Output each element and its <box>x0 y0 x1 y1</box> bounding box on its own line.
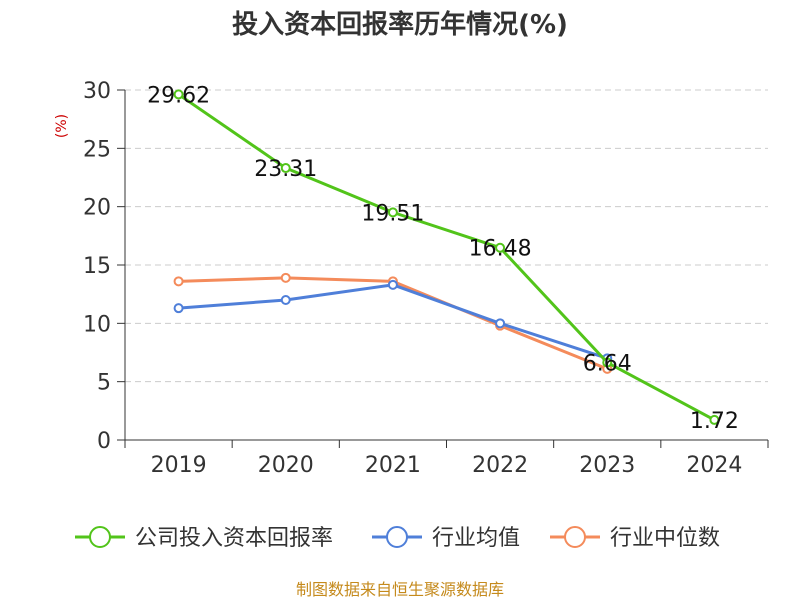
y-tick-label: 20 <box>83 196 111 221</box>
x-tick-label: 2021 <box>365 453 421 478</box>
axes: 0 5 10 15 20 25 30 2019 2020 2021 2022 2023 2024 <box>83 79 769 478</box>
data-labels: 29.62 23.31 19.51 16.48 6.64 1.72 <box>147 83 739 434</box>
legend-item[interactable]: 行业均值 <box>372 526 520 551</box>
legend-label: 行业中位数 <box>610 526 720 551</box>
source-note: 制图数据来自恒生聚源数据库 <box>296 580 504 599</box>
data-label: 1.72 <box>690 409 739 434</box>
data-label: 23.31 <box>254 157 317 182</box>
x-tick-label: 2019 <box>151 453 207 478</box>
grid <box>125 89 768 383</box>
legend-item[interactable]: 行业中位数 <box>550 526 720 551</box>
y-tick-label: 10 <box>83 312 111 337</box>
data-label: 6.64 <box>583 352 632 377</box>
data-point <box>495 318 506 329</box>
y-tick-label: 5 <box>97 371 111 396</box>
x-tick-label: 2023 <box>579 453 635 478</box>
data-point <box>173 276 184 287</box>
data-point <box>709 414 720 425</box>
series-line <box>178 283 608 360</box>
legend-swatch-marker <box>564 526 586 548</box>
data-label: 29.62 <box>147 83 210 108</box>
legend[interactable]: 公司投入资本回报率 行业均值 行业中位数 <box>75 526 720 551</box>
data-point <box>495 242 506 253</box>
y-tick-label: 25 <box>83 137 111 162</box>
data-point <box>280 295 291 305</box>
data-point <box>387 207 398 218</box>
data-point <box>387 279 398 290</box>
legend-label: 行业均值 <box>432 526 520 551</box>
data-point <box>602 357 613 368</box>
legend-swatch-marker <box>89 526 111 548</box>
y-tick-label: 15 <box>83 254 111 279</box>
x-tick-label: 2024 <box>686 453 742 478</box>
y-tick-label: 0 <box>97 429 111 454</box>
x-tick-label: 2020 <box>258 453 314 478</box>
chart-title: 投入资本回报率历年情况(%) <box>232 9 568 40</box>
data-point <box>280 272 291 283</box>
x-tick-label: 2022 <box>472 453 528 478</box>
y-axis-label: (%) <box>54 114 70 138</box>
data-point <box>173 89 184 100</box>
legend-swatch-marker <box>386 526 408 548</box>
legend-label: 公司投入资本回报率 <box>135 526 333 551</box>
data-label: 19.51 <box>361 201 424 226</box>
data-label: 16.48 <box>469 237 532 262</box>
data-point <box>280 163 291 174</box>
series-group <box>173 89 720 425</box>
y-tick-label: 30 <box>83 79 111 104</box>
legend-item[interactable]: 公司投入资本回报率 <box>75 526 333 551</box>
series-line <box>177 93 716 422</box>
data-point <box>173 303 184 314</box>
